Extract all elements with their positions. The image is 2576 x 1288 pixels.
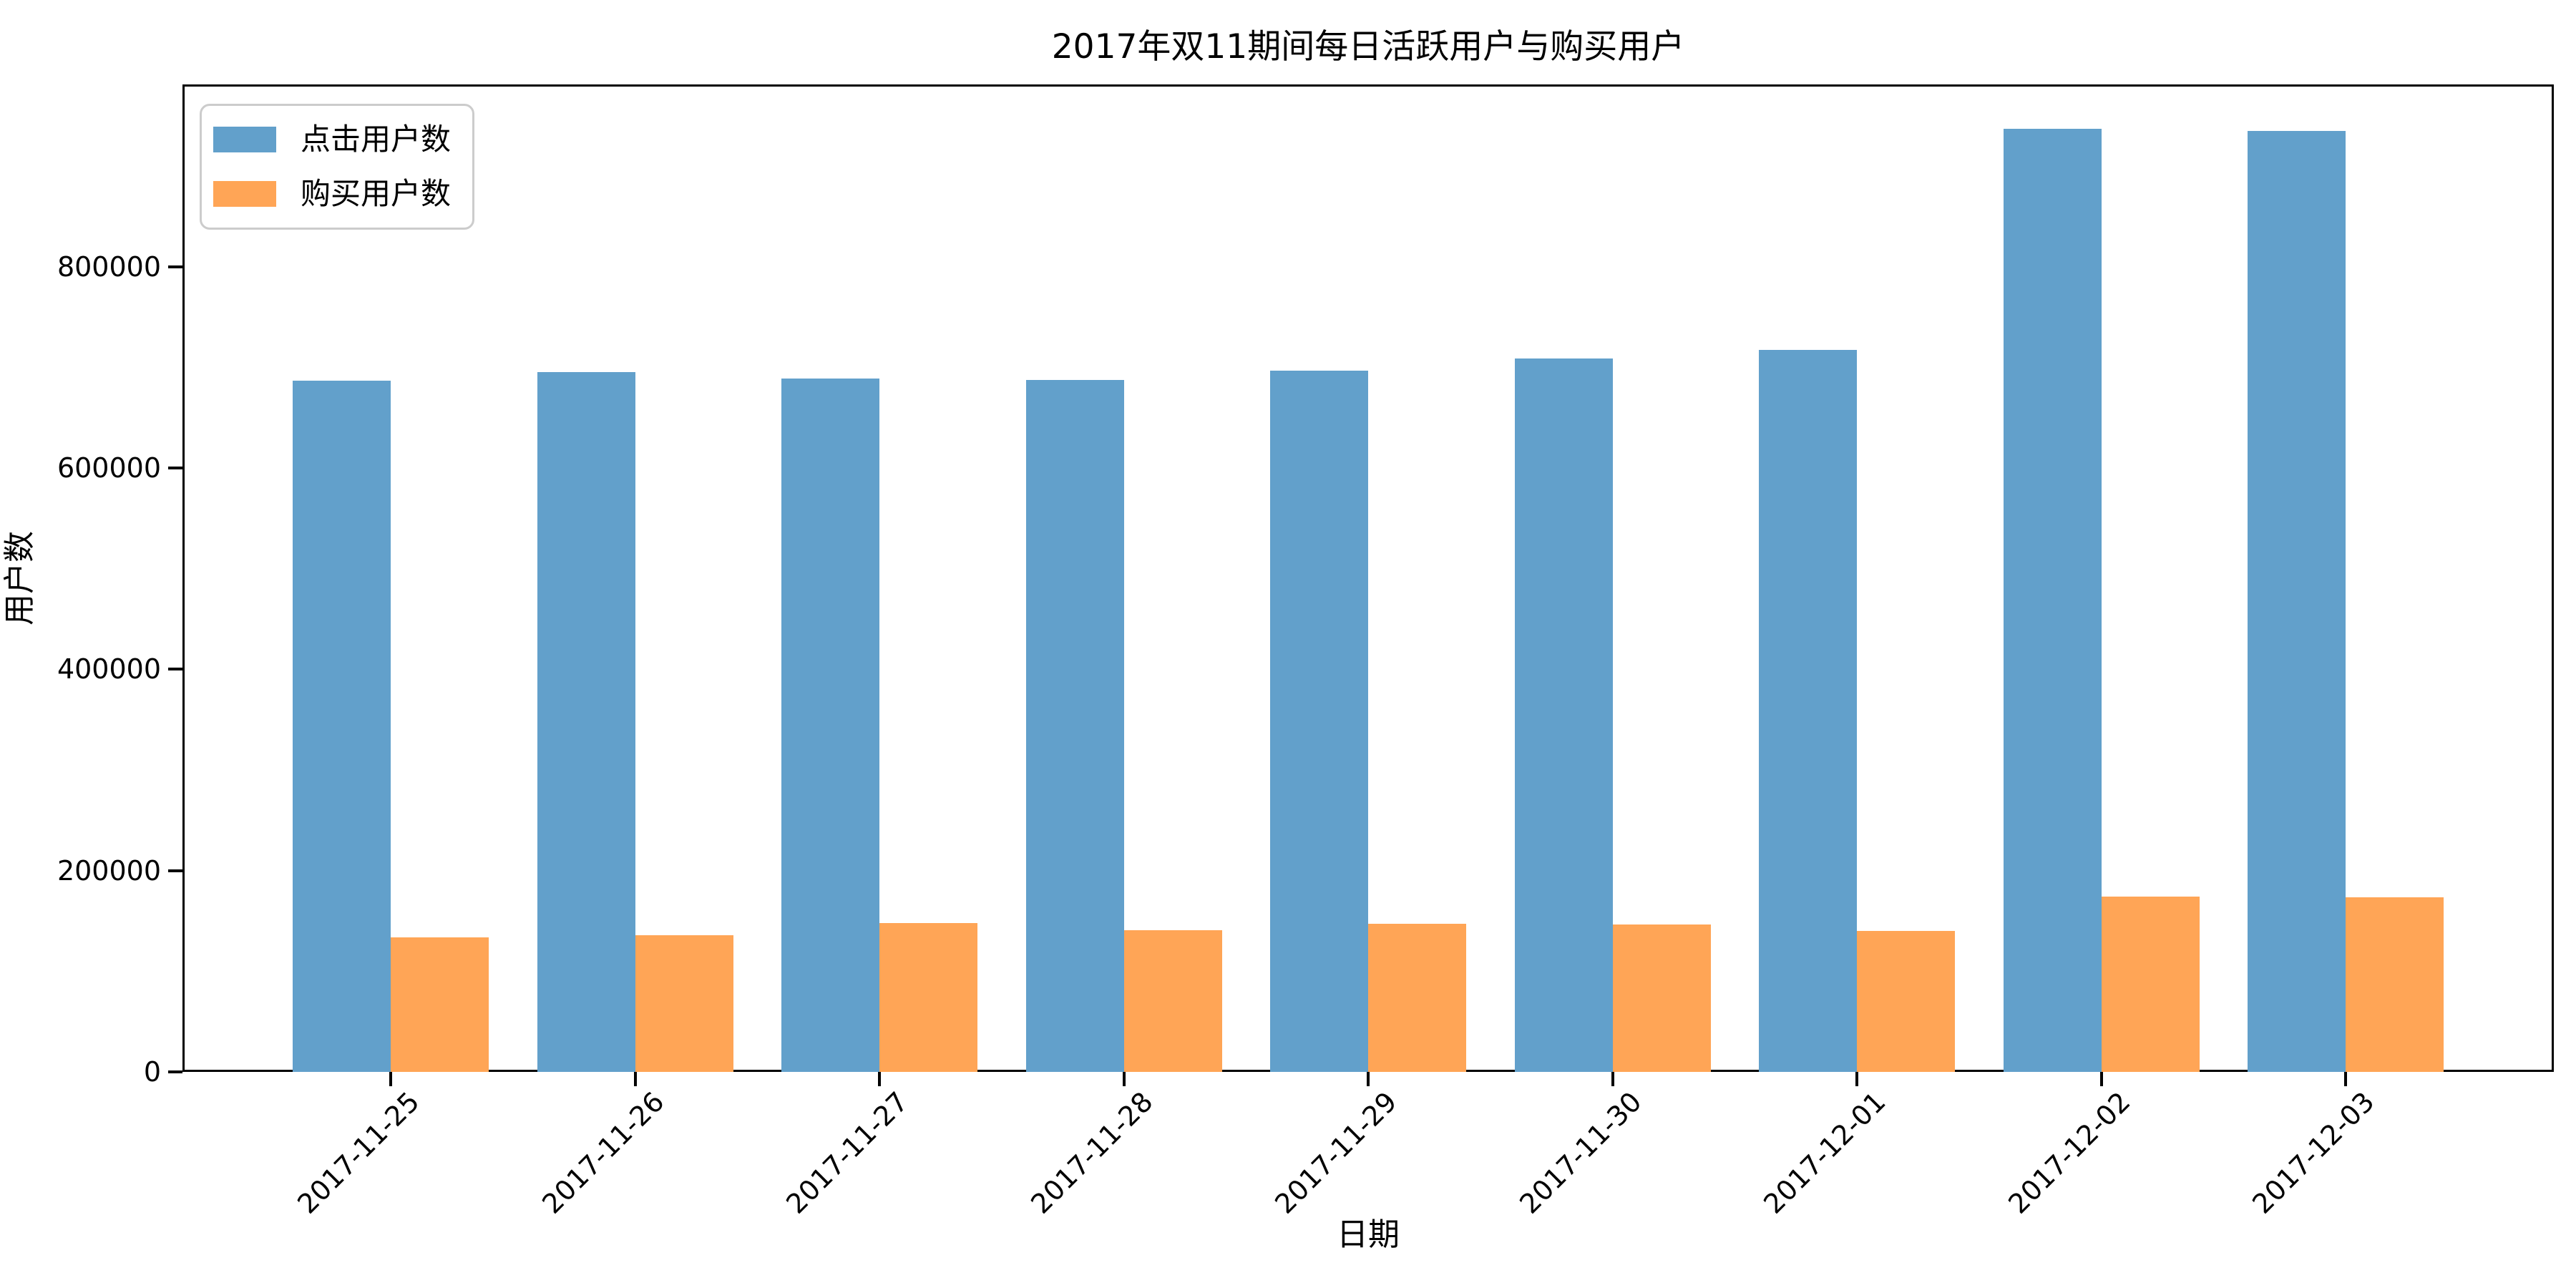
bar-purchases-2017-11-28 — [1124, 930, 1222, 1072]
x-tick-label-2017-11-29: 2017-11-29 — [1269, 1085, 1403, 1220]
plot-area: 点击用户数 购买用户数 — [182, 84, 2554, 1072]
bar-purchases-2017-12-02 — [2102, 897, 2200, 1072]
bar-purchases-2017-11-25 — [391, 937, 489, 1072]
bar-clicks-2017-11-27 — [781, 379, 879, 1072]
bar-purchases-2017-12-03 — [2346, 897, 2444, 1072]
bar-purchases-2017-11-26 — [635, 935, 733, 1072]
x-tick-label-2017-12-01: 2017-12-01 — [1757, 1085, 1892, 1220]
bar-clicks-2017-12-03 — [2248, 131, 2346, 1072]
x-tick-label-2017-11-28: 2017-11-28 — [1025, 1085, 1159, 1220]
bar-purchases-2017-11-27 — [879, 923, 977, 1072]
legend-swatch-purchase-users — [213, 181, 276, 207]
y-tick-mark-0 — [168, 1070, 182, 1073]
bar-purchases-2017-12-01 — [1857, 931, 1955, 1072]
legend-label-purchase-users: 购买用户数 — [301, 176, 452, 211]
y-tick-label-800000: 800000 — [57, 251, 161, 283]
y-tick-mark-400000 — [168, 668, 182, 670]
bar-clicks-2017-11-29 — [1270, 371, 1368, 1072]
x-tick-mark-2017-11-26 — [634, 1072, 637, 1086]
y-tick-label-200000: 200000 — [57, 855, 161, 887]
bar-clicks-2017-12-02 — [2004, 129, 2102, 1072]
y-tick-mark-200000 — [168, 869, 182, 872]
bar-clicks-2017-12-01 — [1759, 350, 1857, 1072]
x-tick-label-2017-11-27: 2017-11-27 — [780, 1085, 914, 1220]
y-tick-label-600000: 600000 — [57, 452, 161, 484]
x-tick-label-2017-12-02: 2017-12-02 — [2002, 1085, 2137, 1220]
bar-clicks-2017-11-26 — [537, 372, 635, 1072]
x-tick-label-2017-11-30: 2017-11-30 — [1513, 1085, 1648, 1220]
bar-clicks-2017-11-25 — [293, 381, 391, 1072]
bar-purchases-2017-11-29 — [1368, 924, 1466, 1072]
legend-item-purchase-users: 购买用户数 — [213, 177, 451, 210]
y-tick-mark-600000 — [168, 467, 182, 469]
x-tick-mark-2017-12-03 — [2344, 1072, 2347, 1086]
x-tick-mark-2017-12-01 — [1855, 1072, 1858, 1086]
y-tick-label-0: 0 — [143, 1056, 161, 1088]
x-axis-label: 日期 — [1337, 1216, 1400, 1253]
legend-label-click-users: 点击用户数 — [301, 122, 452, 157]
x-tick-label-2017-11-26: 2017-11-26 — [536, 1085, 670, 1220]
x-tick-mark-2017-12-02 — [2100, 1072, 2103, 1086]
y-tick-label-400000: 400000 — [57, 653, 161, 685]
x-tick-mark-2017-11-30 — [1611, 1072, 1614, 1086]
bar-purchases-2017-11-30 — [1613, 924, 1711, 1072]
x-tick-mark-2017-11-25 — [389, 1072, 392, 1086]
x-tick-label-2017-11-25: 2017-11-25 — [291, 1085, 426, 1220]
y-axis-label: 用户数 — [1, 531, 38, 625]
x-tick-mark-2017-11-29 — [1367, 1072, 1370, 1086]
bar-clicks-2017-11-28 — [1026, 380, 1124, 1072]
legend-item-click-users: 点击用户数 — [213, 123, 451, 156]
x-tick-mark-2017-11-28 — [1123, 1072, 1126, 1086]
legend-swatch-click-users — [213, 127, 276, 152]
x-tick-label-2017-12-03: 2017-12-03 — [2246, 1085, 2381, 1220]
x-tick-mark-2017-11-27 — [878, 1072, 881, 1086]
chart-title: 2017年双11期间每日活跃用户与购买用户 — [1051, 27, 1685, 67]
legend: 点击用户数 购买用户数 — [200, 104, 475, 230]
y-tick-mark-800000 — [168, 265, 182, 268]
bar-clicks-2017-11-30 — [1515, 358, 1613, 1072]
